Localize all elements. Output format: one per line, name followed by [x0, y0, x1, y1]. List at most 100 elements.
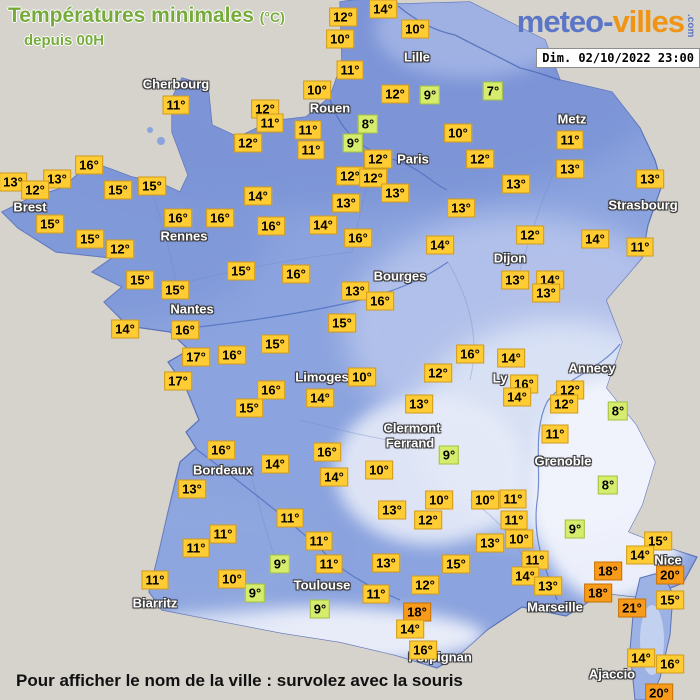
- temp-label[interactable]: 18°: [584, 583, 612, 603]
- temp-label[interactable]: 12°: [411, 575, 439, 595]
- temp-label[interactable]: 16°: [206, 208, 234, 228]
- temp-label[interactable]: 14°: [581, 229, 609, 249]
- temp-label[interactable]: 13°: [405, 394, 433, 414]
- temp-label[interactable]: 11°: [297, 140, 325, 160]
- temp-label[interactable]: 11°: [256, 113, 284, 133]
- temp-label[interactable]: 13°: [372, 553, 400, 573]
- temp-label[interactable]: 14°: [426, 235, 454, 255]
- site-logo[interactable]: meteo-villes .com: [517, 4, 696, 40]
- temp-label[interactable]: 13°: [43, 169, 71, 189]
- temp-label[interactable]: 15°: [235, 398, 263, 418]
- temp-label[interactable]: 11°: [276, 508, 304, 528]
- temp-label[interactable]: 15°: [227, 261, 255, 281]
- temp-label[interactable]: 16°: [257, 380, 285, 400]
- temp-label[interactable]: 11°: [141, 570, 169, 590]
- temp-label[interactable]: 10°: [348, 367, 376, 387]
- temp-label[interactable]: 10°: [444, 123, 472, 143]
- temp-label[interactable]: 10°: [303, 80, 331, 100]
- temp-label[interactable]: 7°: [482, 81, 504, 101]
- temp-label[interactable]: 15°: [328, 313, 356, 333]
- temp-label[interactable]: 20°: [645, 683, 673, 700]
- temp-label[interactable]: 12°: [234, 133, 262, 153]
- temp-label[interactable]: 14°: [309, 215, 337, 235]
- temp-label[interactable]: 11°: [209, 524, 237, 544]
- temp-label[interactable]: 10°: [425, 490, 453, 510]
- temp-label[interactable]: 12°: [424, 363, 452, 383]
- temp-label[interactable]: 8°: [597, 475, 619, 495]
- temp-label[interactable]: 16°: [207, 440, 235, 460]
- temp-label[interactable]: 9°: [309, 599, 331, 619]
- temp-label[interactable]: 15°: [36, 214, 64, 234]
- temp-label[interactable]: 13°: [556, 159, 584, 179]
- temp-label[interactable]: 12°: [381, 84, 409, 104]
- temp-label[interactable]: 16°: [257, 216, 285, 236]
- temp-label[interactable]: 10°: [326, 29, 354, 49]
- temp-label[interactable]: 16°: [282, 264, 310, 284]
- temp-label[interactable]: 15°: [76, 229, 104, 249]
- temp-label[interactable]: 16°: [171, 320, 199, 340]
- temp-label[interactable]: 9°: [438, 445, 460, 465]
- temp-label[interactable]: 16°: [656, 654, 684, 674]
- temp-label[interactable]: 16°: [409, 640, 437, 660]
- temp-label[interactable]: 12°: [364, 149, 392, 169]
- temp-label[interactable]: 13°: [0, 172, 27, 192]
- temp-label[interactable]: 13°: [447, 198, 475, 218]
- temp-label[interactable]: 13°: [378, 500, 406, 520]
- temp-label[interactable]: 13°: [341, 281, 369, 301]
- temp-label[interactable]: 13°: [532, 283, 560, 303]
- temp-label[interactable]: 13°: [502, 174, 530, 194]
- temp-label[interactable]: 10°: [401, 19, 429, 39]
- temp-label[interactable]: 15°: [161, 280, 189, 300]
- temp-label[interactable]: 11°: [362, 584, 390, 604]
- temp-label[interactable]: 10°: [365, 460, 393, 480]
- temp-label[interactable]: 9°: [564, 519, 586, 539]
- temp-label[interactable]: 15°: [261, 334, 289, 354]
- temp-label[interactable]: 10°: [471, 490, 499, 510]
- temp-label[interactable]: 12°: [329, 7, 357, 27]
- temp-label[interactable]: 13°: [381, 183, 409, 203]
- temp-label[interactable]: 15°: [138, 176, 166, 196]
- temp-label[interactable]: 14°: [396, 619, 424, 639]
- temp-label[interactable]: 9°: [342, 133, 364, 153]
- temp-label[interactable]: 13°: [534, 576, 562, 596]
- temp-label[interactable]: 14°: [627, 648, 655, 668]
- temp-label[interactable]: 14°: [306, 388, 334, 408]
- temp-label[interactable]: 15°: [104, 180, 132, 200]
- temp-label[interactable]: 13°: [636, 169, 664, 189]
- temp-label[interactable]: 12°: [466, 149, 494, 169]
- temp-label[interactable]: 12°: [550, 394, 578, 414]
- temp-label[interactable]: 16°: [366, 291, 394, 311]
- temp-label[interactable]: 16°: [456, 344, 484, 364]
- temp-label[interactable]: 11°: [294, 120, 322, 140]
- temp-label[interactable]: 11°: [626, 237, 654, 257]
- temp-label[interactable]: 15°: [126, 270, 154, 290]
- temp-label[interactable]: 14°: [244, 186, 272, 206]
- temp-label[interactable]: 13°: [476, 533, 504, 553]
- temp-label[interactable]: 11°: [162, 95, 190, 115]
- temp-label[interactable]: 16°: [218, 345, 246, 365]
- temp-label[interactable]: 16°: [344, 228, 372, 248]
- temp-label[interactable]: 12°: [21, 180, 49, 200]
- temp-label[interactable]: 15°: [656, 590, 684, 610]
- temp-label[interactable]: 16°: [313, 442, 341, 462]
- temp-label[interactable]: 14°: [261, 454, 289, 474]
- temp-label[interactable]: 8°: [607, 401, 629, 421]
- temp-label[interactable]: 14°: [511, 566, 539, 586]
- temp-label[interactable]: 12°: [336, 166, 364, 186]
- temp-label[interactable]: 11°: [556, 130, 584, 150]
- temp-label[interactable]: 17°: [164, 371, 192, 391]
- temp-label[interactable]: 11°: [500, 510, 528, 530]
- temp-label[interactable]: 15°: [442, 554, 470, 574]
- temp-label[interactable]: 14°: [503, 387, 531, 407]
- temp-label[interactable]: 11°: [315, 554, 343, 574]
- temp-label[interactable]: 14°: [497, 348, 525, 368]
- temp-label[interactable]: 16°: [75, 155, 103, 175]
- temp-label[interactable]: 12°: [106, 239, 134, 259]
- temp-label[interactable]: 16°: [164, 208, 192, 228]
- temp-label[interactable]: 18°: [403, 602, 431, 622]
- temp-label[interactable]: 14°: [320, 467, 348, 487]
- temp-label[interactable]: 11°: [541, 424, 569, 444]
- temp-label[interactable]: 20°: [656, 565, 684, 585]
- temp-label[interactable]: 9°: [269, 554, 291, 574]
- temp-label[interactable]: 21°: [618, 598, 646, 618]
